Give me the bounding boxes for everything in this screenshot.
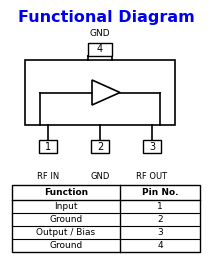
Polygon shape xyxy=(92,80,120,105)
Bar xyxy=(12,185,200,252)
Text: Ground: Ground xyxy=(49,215,83,224)
Text: Output / Bias: Output / Bias xyxy=(36,228,96,237)
Bar xyxy=(25,60,175,125)
Bar xyxy=(143,140,161,153)
Text: Input: Input xyxy=(54,202,78,211)
Text: 4: 4 xyxy=(157,241,163,250)
Text: 2: 2 xyxy=(97,141,103,151)
Text: 1: 1 xyxy=(45,141,51,151)
Text: RF OUT: RF OUT xyxy=(137,172,167,181)
Text: GND: GND xyxy=(90,172,110,181)
Text: 3: 3 xyxy=(157,228,163,237)
Text: Pin No.: Pin No. xyxy=(142,188,178,197)
Bar xyxy=(39,140,57,153)
Text: Ground: Ground xyxy=(49,241,83,250)
Text: 4: 4 xyxy=(97,44,103,55)
Text: Functional Diagram: Functional Diagram xyxy=(18,10,194,25)
Bar xyxy=(91,140,109,153)
Bar xyxy=(88,43,112,56)
Text: 3: 3 xyxy=(149,141,155,151)
Text: 1: 1 xyxy=(157,202,163,211)
Text: RF IN: RF IN xyxy=(37,172,59,181)
Text: 2: 2 xyxy=(157,215,163,224)
Text: Function: Function xyxy=(44,188,88,197)
Text: GND: GND xyxy=(90,29,110,38)
